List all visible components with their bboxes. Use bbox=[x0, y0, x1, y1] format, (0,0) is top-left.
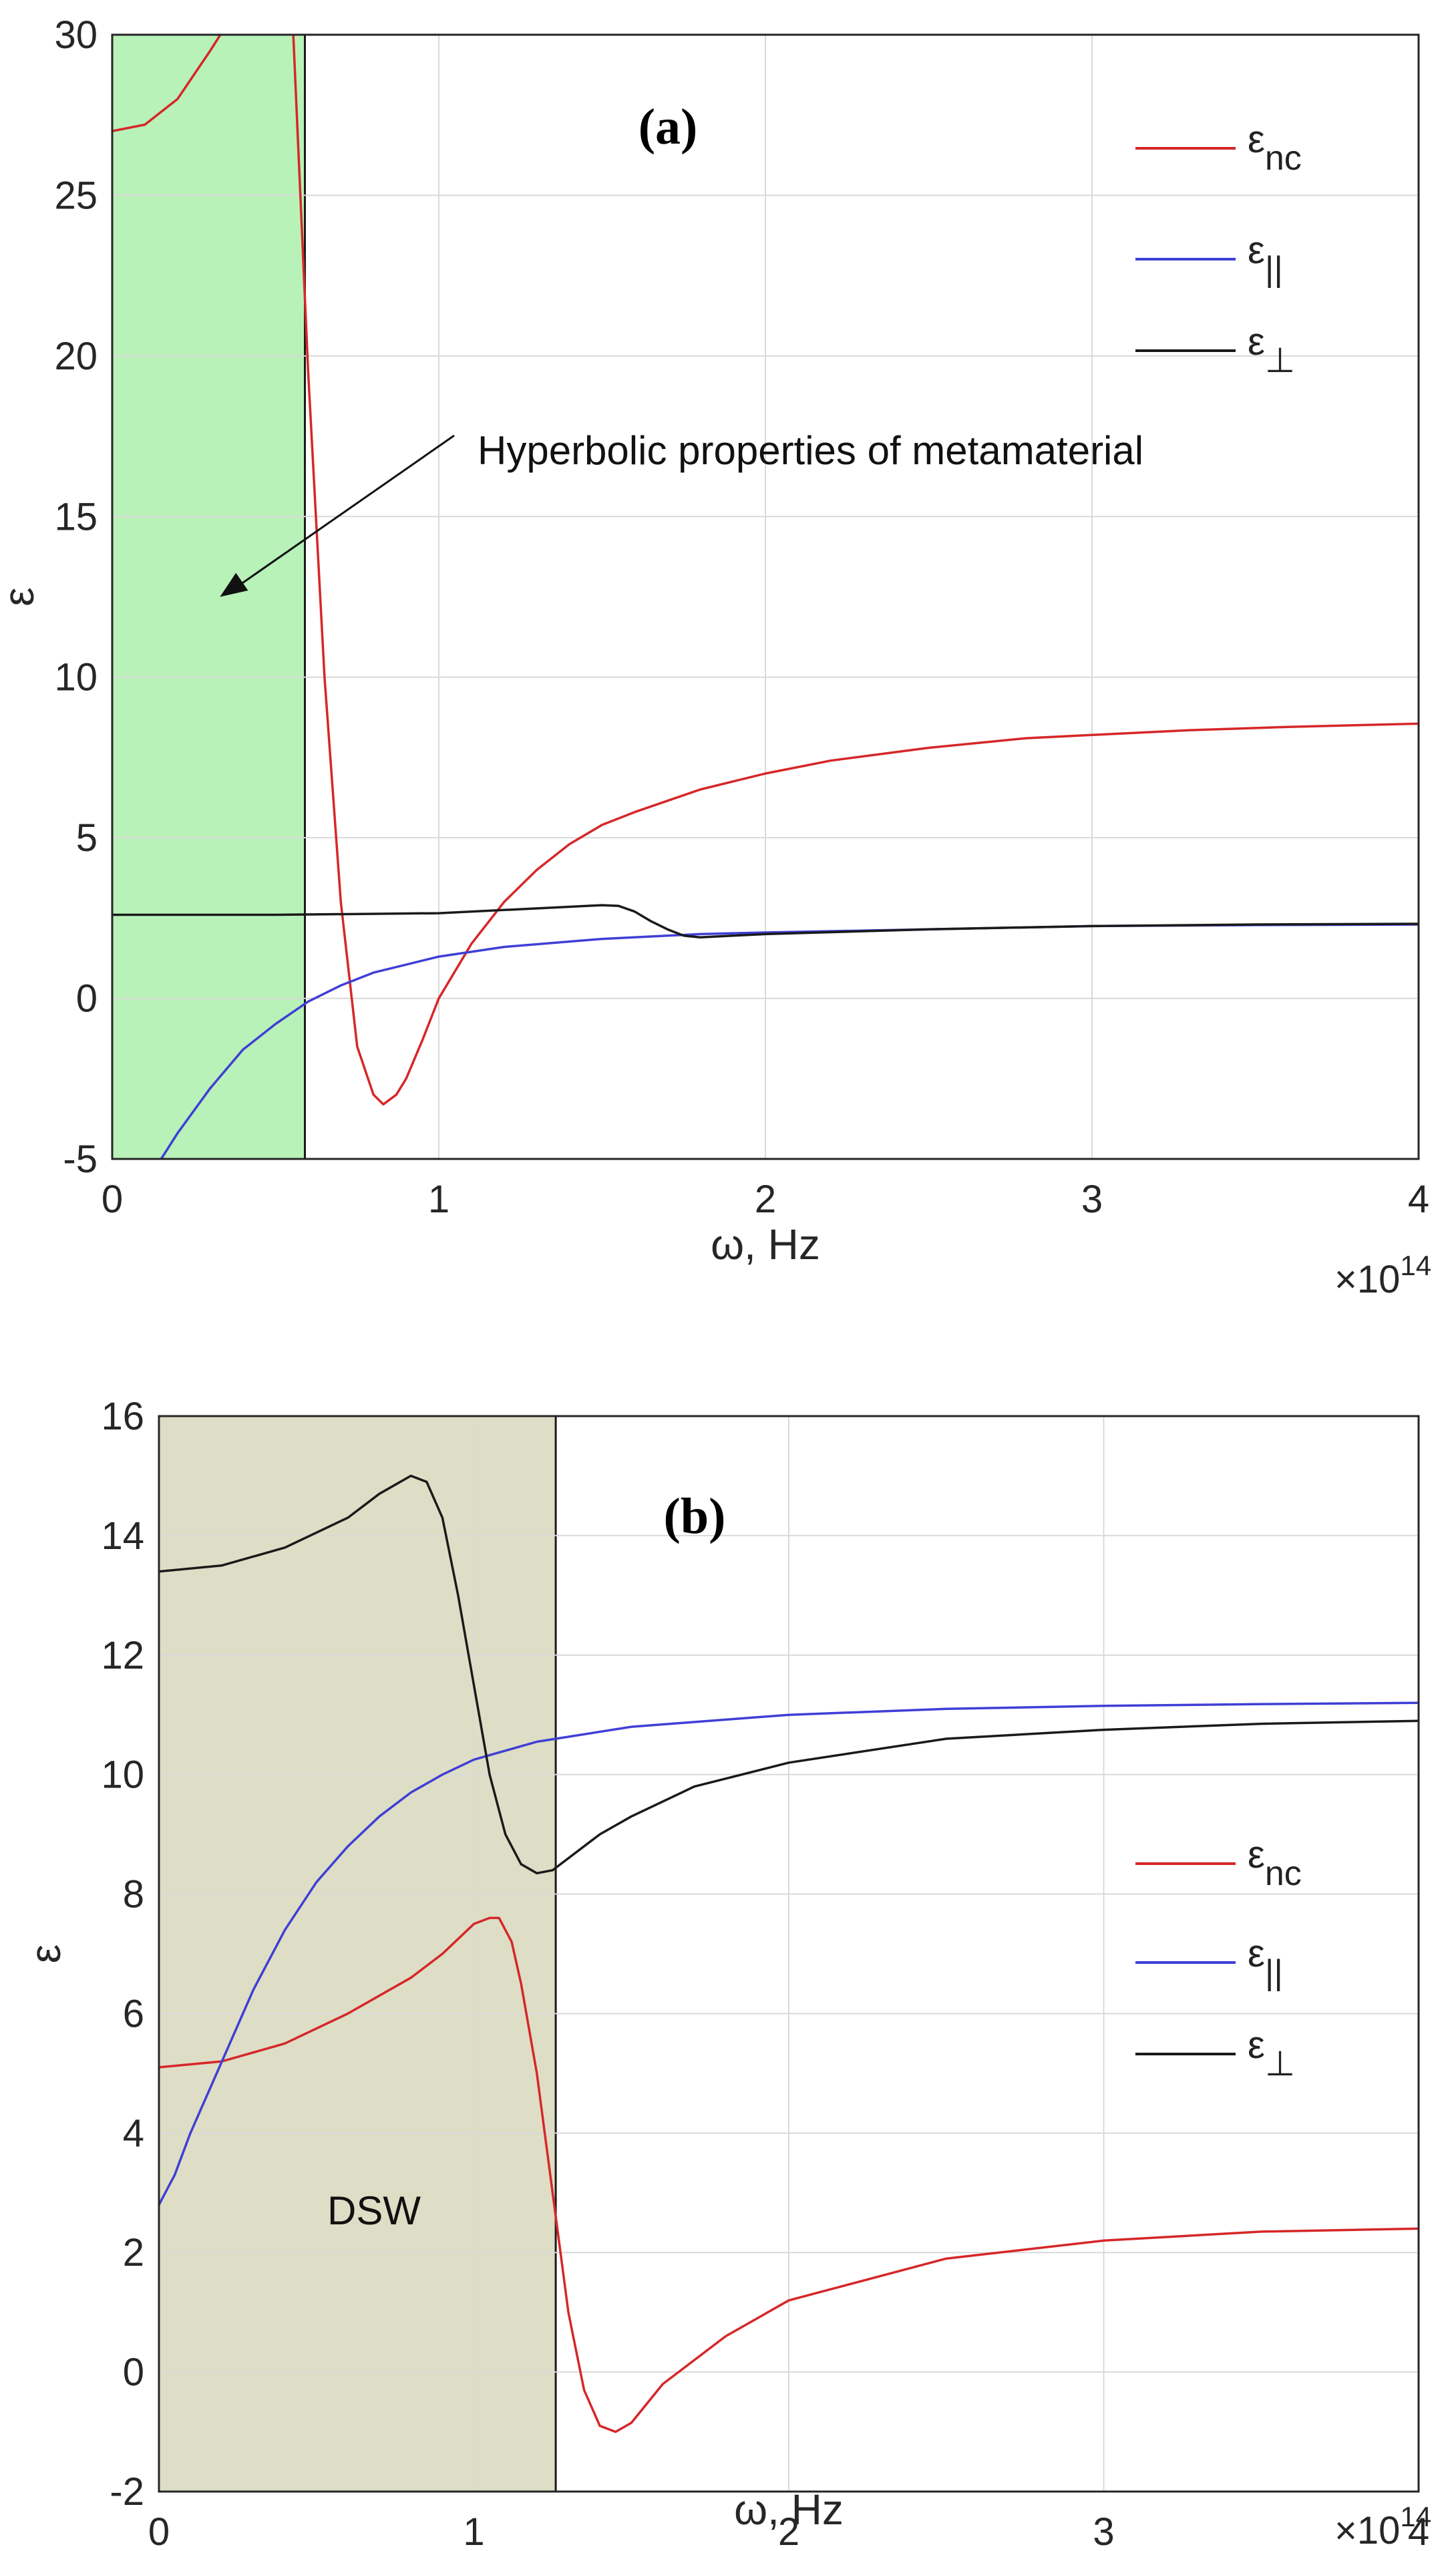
series-line-0 bbox=[159, 1916, 1419, 2433]
legend-a: εnc ε|| ε⊥ bbox=[1135, 118, 1302, 380]
annotation-a: Hyperbolic properties of metamaterial bbox=[220, 428, 1143, 597]
y-tick-label: 14 bbox=[101, 1514, 144, 1558]
legend-entry-1: ε|| bbox=[1248, 228, 1283, 289]
y-tick-labels-b: -2 0 2 4 6 8 10 12 14 16 bbox=[101, 1395, 144, 2514]
x-tick-labels-b: 0 1 2 3 4 bbox=[148, 2510, 1429, 2551]
y-tick-label: -5 bbox=[63, 1138, 98, 1181]
y-tick-label: 8 bbox=[123, 1873, 144, 1916]
dsw-label: DSW bbox=[327, 2188, 421, 2233]
y-tick-label: 4 bbox=[123, 2111, 144, 2155]
panel-label-a: (a) bbox=[639, 99, 698, 155]
y-tick-label: 6 bbox=[123, 1992, 144, 2035]
axes-frame-a bbox=[111, 33, 1420, 1160]
panel-label-b: (b) bbox=[664, 1488, 726, 1544]
legend-entry-2: ε⊥ bbox=[1248, 320, 1295, 380]
y-axis-label-b: ε bbox=[21, 1944, 69, 1964]
axes-frame-b bbox=[158, 1415, 1420, 2493]
y-tick-label: 25 bbox=[54, 174, 98, 217]
series-lines-a bbox=[112, 35, 1419, 1159]
x-tick-label: 1 bbox=[428, 1178, 449, 1221]
series-lines-b bbox=[159, 1474, 1419, 2433]
legend-entry-0: εnc bbox=[1248, 118, 1302, 178]
y-tick-label: 20 bbox=[54, 335, 98, 378]
series-line-2 bbox=[112, 904, 1419, 939]
shaded-region-b bbox=[158, 1415, 557, 2493]
legend-entry-2: ε⊥ bbox=[1248, 2023, 1295, 2083]
y-tick-label: 30 bbox=[54, 13, 98, 57]
shaded-region-a bbox=[111, 33, 307, 1160]
y-tick-label: 12 bbox=[101, 1634, 144, 1677]
x-tick-labels-a: 0 1 2 3 4 bbox=[102, 1178, 1429, 1221]
x-multiplier-a: ×1014 bbox=[1334, 1250, 1431, 1301]
series-line-1 bbox=[159, 1701, 1419, 2206]
x-tick-label: 3 bbox=[1081, 1178, 1103, 1221]
y-tick-labels-a: -5 0 5 10 15 20 25 30 bbox=[54, 13, 98, 1181]
legend-entry-0: εnc bbox=[1248, 1833, 1302, 1893]
y-tick-label: 5 bbox=[76, 816, 98, 860]
x-tick-label: 1 bbox=[463, 2510, 484, 2551]
x-tick-label: 4 bbox=[1408, 2510, 1429, 2551]
y-tick-label: 15 bbox=[54, 495, 98, 538]
x-axis-label-b: ω, Hz bbox=[734, 2486, 844, 2534]
x-tick-label: 0 bbox=[102, 1178, 123, 1221]
y-tick-label: 10 bbox=[54, 656, 98, 699]
y-axis-label-a: ε bbox=[0, 587, 43, 607]
y-tick-label: -2 bbox=[110, 2470, 144, 2514]
y-tick-label: 16 bbox=[101, 1395, 144, 1438]
x-tick-label: 2 bbox=[755, 1178, 776, 1221]
series-line-2 bbox=[159, 1474, 1419, 1875]
x-tick-label: 3 bbox=[1093, 2510, 1114, 2551]
shaded-region-rect bbox=[158, 1415, 557, 2493]
x-axis-label-a: ω, Hz bbox=[711, 1220, 820, 1268]
legend-b: εnc ε|| ε⊥ bbox=[1135, 1833, 1302, 2083]
y-tick-label: 2 bbox=[123, 2231, 144, 2274]
series-line-0 bbox=[112, 35, 1419, 1106]
annotation-arrowhead-a bbox=[220, 572, 248, 597]
x-tick-label: 2 bbox=[778, 2510, 799, 2551]
y-tick-label: 0 bbox=[76, 977, 98, 1021]
legend-entry-1: ε|| bbox=[1248, 1932, 1283, 1992]
x-tick-label: 0 bbox=[148, 2510, 170, 2551]
y-tick-label: 10 bbox=[101, 1753, 144, 1797]
y-tick-label: 0 bbox=[123, 2351, 144, 2394]
annotation-arrow-a bbox=[235, 434, 455, 588]
annotation-text-a: Hyperbolic properties of metamaterial bbox=[478, 428, 1143, 473]
x-multiplier-b: ×1014 bbox=[1334, 2501, 1431, 2551]
x-tick-label: 4 bbox=[1408, 1178, 1429, 1221]
shaded-region-rect bbox=[111, 33, 307, 1160]
